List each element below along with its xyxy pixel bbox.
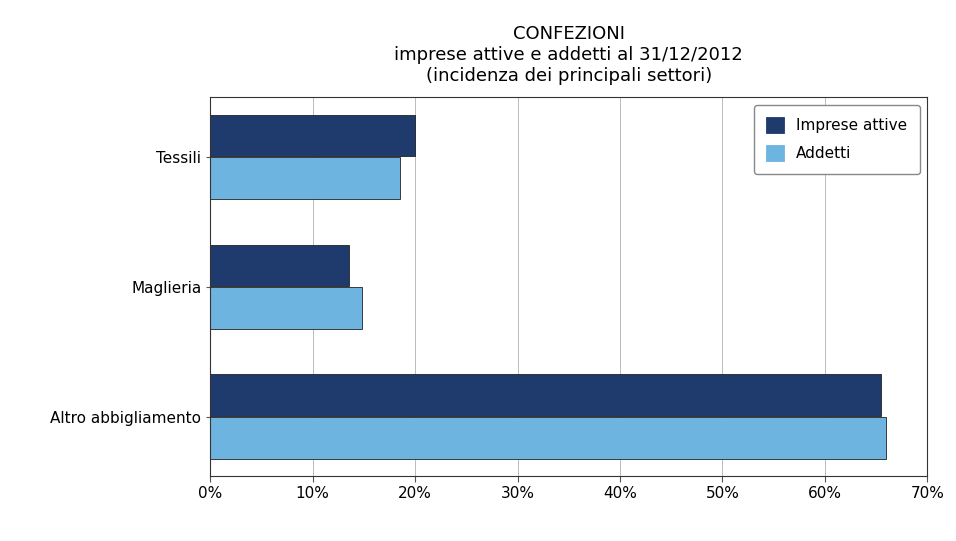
Bar xyxy=(210,245,349,286)
Bar xyxy=(210,374,881,416)
Title: CONFEZIONI
imprese attive e addetti al 31/12/2012
(incidenza dei principali sett: CONFEZIONI imprese attive e addetti al 3… xyxy=(395,25,743,85)
Legend: Imprese attive, Addetti: Imprese attive, Addetti xyxy=(753,105,920,174)
Bar xyxy=(210,417,886,459)
Bar xyxy=(210,115,415,156)
Bar xyxy=(210,157,400,199)
Bar xyxy=(210,287,362,329)
